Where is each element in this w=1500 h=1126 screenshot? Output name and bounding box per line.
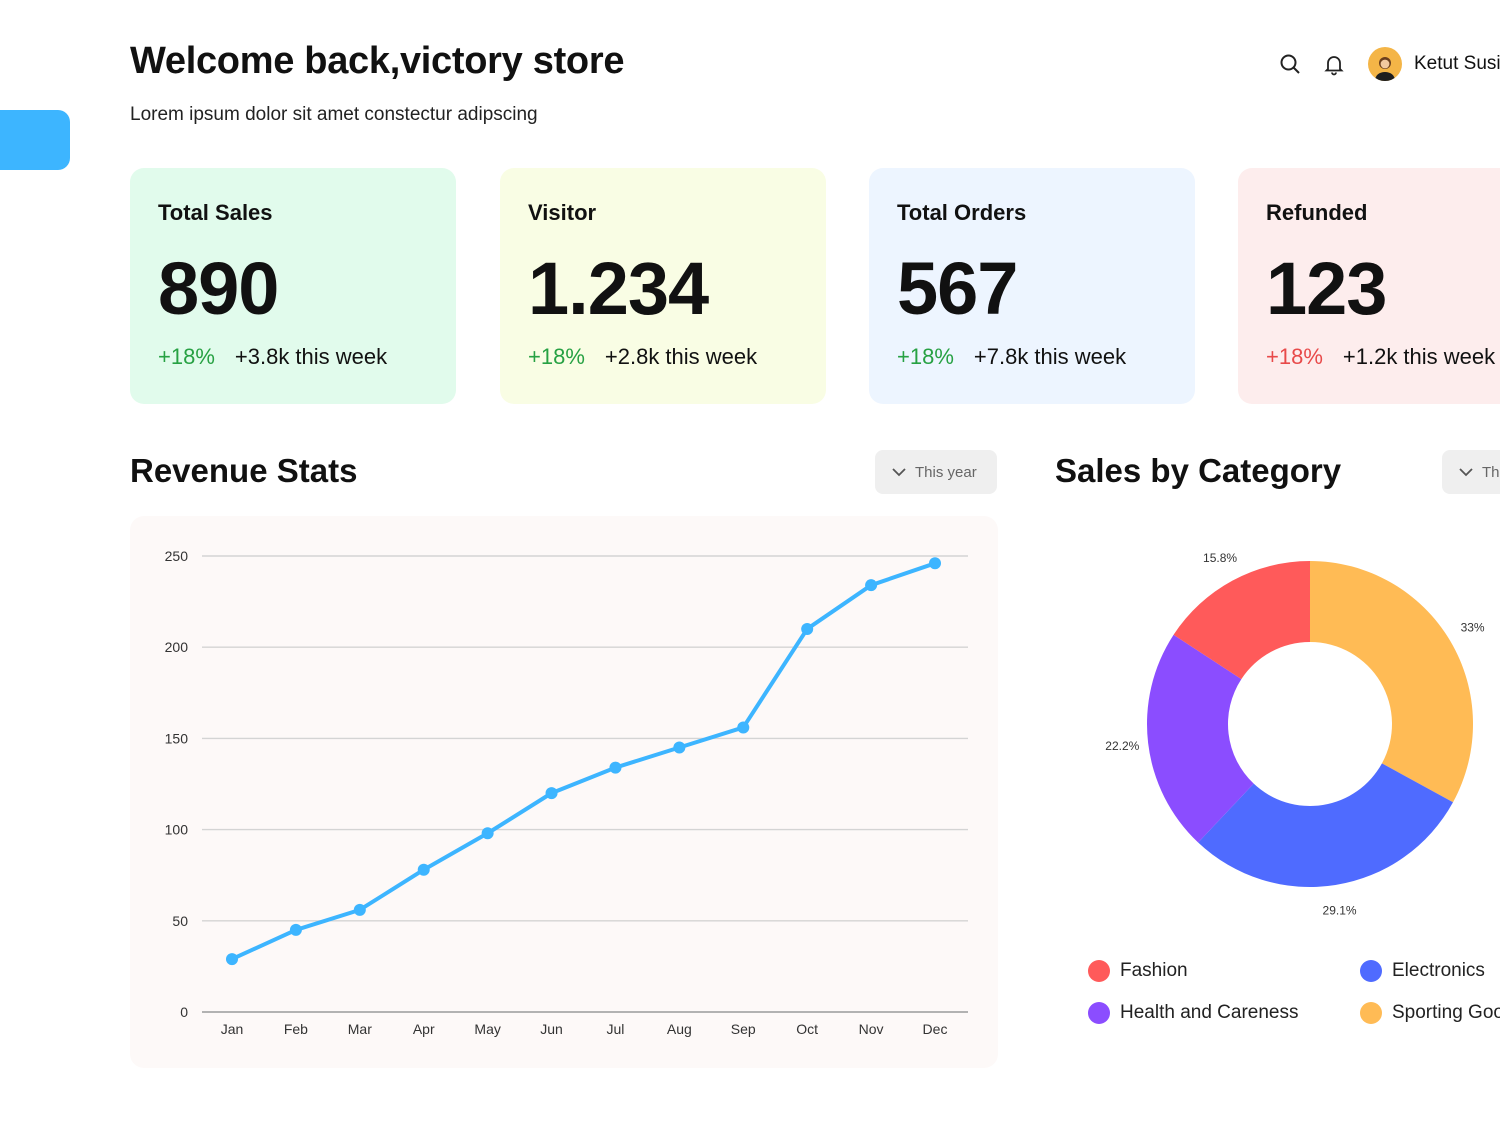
slice-label: 15.8% <box>1203 551 1237 565</box>
stat-card-value: 567 <box>897 247 1018 330</box>
x-tick-label: Feb <box>284 1021 308 1037</box>
page-subtitle: Lorem ipsum dolor sit amet constectur ad… <box>130 104 538 125</box>
sales-by-category-title: Sales by Category <box>1055 452 1342 489</box>
x-tick-label: Oct <box>796 1021 818 1037</box>
x-tick-label: Jul <box>607 1021 625 1037</box>
data-point[interactable] <box>673 741 686 754</box>
data-point[interactable] <box>545 787 558 800</box>
legend-swatch <box>1360 1002 1382 1024</box>
donut-slice[interactable] <box>1147 634 1254 843</box>
category-donut-chart-wrap: 33% 29.1% 22.2% 15.8% <box>1060 520 1500 940</box>
stat-card-percent: +18% <box>897 344 954 369</box>
data-point[interactable] <box>289 923 302 936</box>
legend-label: Fashion <box>1120 960 1188 981</box>
category-period-label: This year <box>1482 463 1500 481</box>
data-point[interactable] <box>609 761 622 774</box>
x-tick-label: Nov <box>859 1021 884 1037</box>
x-tick-label: May <box>474 1021 500 1037</box>
legend-label: Health and Careness <box>1120 1002 1299 1023</box>
legend-item[interactable]: Sporting Goods <box>1360 1002 1500 1024</box>
donut-slice[interactable] <box>1198 763 1454 887</box>
chevron-down-icon <box>892 468 906 477</box>
x-tick-label: Dec <box>923 1021 948 1037</box>
stat-card-percent: +18% <box>528 344 585 369</box>
revenue-period-dropdown[interactable]: This year <box>875 450 997 494</box>
stat-card-value: 1.234 <box>528 247 709 330</box>
y-tick-label: 0 <box>180 1004 188 1020</box>
stat-card-title: Total Sales <box>158 200 273 225</box>
stat-card-week: +7.8k this week <box>973 344 1127 369</box>
y-tick-label: 250 <box>165 548 189 564</box>
slice-label: 29.1% <box>1323 904 1357 918</box>
stat-card-meta: +18% +7.8k this week <box>897 344 1126 370</box>
x-tick-label: Aug <box>667 1021 692 1037</box>
notifications-button[interactable] <box>1314 44 1354 84</box>
y-tick-label: 200 <box>165 639 189 655</box>
data-point[interactable] <box>865 579 878 592</box>
data-point[interactable] <box>226 953 238 966</box>
stat-card-title: Visitor <box>528 200 597 225</box>
legend-swatch <box>1360 960 1382 982</box>
legend-swatch <box>1088 960 1110 982</box>
stat-card-meta: +18% +3.8k this week <box>158 344 387 370</box>
stat-card-week: +1.2k this week <box>1342 344 1496 369</box>
donut-slice[interactable] <box>1310 561 1473 803</box>
donut-slice[interactable] <box>1173 561 1310 680</box>
revenue-stats-title: Revenue Stats <box>130 452 358 489</box>
stat-card-meta: +18% +2.8k this week <box>528 344 757 370</box>
legend-item[interactable]: Fashion <box>1088 960 1188 982</box>
legend-item[interactable]: Health and Careness <box>1088 1002 1299 1024</box>
y-tick-label: 150 <box>165 730 189 746</box>
search-button[interactable] <box>1270 44 1310 84</box>
stat-card[interactable]: Total Orders 567 +18% +7.8k this week <box>869 168 1195 404</box>
top-bar: Ketut Susi <box>1270 44 1500 84</box>
stat-card-percent: +18% <box>158 344 215 369</box>
slice-label: 22.2% <box>1105 739 1139 753</box>
x-tick-label: Jun <box>540 1021 563 1037</box>
page-title: Welcome back,victory store <box>130 40 625 82</box>
x-tick-label: Sep <box>731 1021 756 1037</box>
stat-card[interactable]: Refunded 123 +18% +1.2k this week <box>1238 168 1500 404</box>
stat-card-percent: +18% <box>1266 344 1323 369</box>
revenue-line-chart: 0 50 100 150 200 250 Jan Feb Mar Apr May Jun Jul Aug S… <box>165 548 968 1037</box>
stat-card-meta: +18% +1.2k this week <box>1266 344 1495 370</box>
legend-swatch <box>1088 1002 1110 1024</box>
category-period-dropdown[interactable]: This year <box>1442 450 1500 494</box>
data-point[interactable] <box>353 903 366 916</box>
data-point[interactable] <box>929 557 941 570</box>
chevron-down-icon <box>1459 468 1473 477</box>
stat-card-title: Total Orders <box>897 200 1027 225</box>
y-tick-label: 100 <box>165 822 189 838</box>
stat-card[interactable]: Visitor 1.234 +18% +2.8k this week <box>500 168 826 404</box>
stat-card-week: +3.8k this week <box>234 344 388 369</box>
legend-item[interactable]: Electronics <box>1360 960 1485 982</box>
avatar[interactable] <box>1368 47 1402 81</box>
sidebar-active-tab[interactable] <box>0 110 70 170</box>
revenue-chart-panel: 0 50 100 150 200 250 Jan Feb Mar Apr May Jun Jul Aug S… <box>130 516 998 1068</box>
slice-label: 33% <box>1461 621 1485 635</box>
y-tick-label: 50 <box>172 913 188 929</box>
x-tick-label: Apr <box>413 1021 435 1037</box>
stat-card-title: Refunded <box>1266 200 1368 225</box>
bell-icon <box>1324 56 1344 76</box>
revenue-period-label: This year <box>915 463 977 481</box>
x-tick-label: Jan <box>221 1021 244 1037</box>
legend-label: Sporting Goods <box>1392 1002 1500 1023</box>
stat-card-value: 890 <box>158 247 279 330</box>
user-name[interactable]: Ketut Susi <box>1414 53 1500 74</box>
x-tick-label: Mar <box>348 1021 372 1037</box>
stat-card-week: +2.8k this week <box>604 344 758 369</box>
revenue-line <box>230 561 937 962</box>
search-icon <box>1280 54 1300 74</box>
data-point[interactable] <box>737 721 750 734</box>
stat-card-value: 123 <box>1266 247 1387 330</box>
data-point[interactable] <box>801 622 814 635</box>
stat-card[interactable]: Total Sales 890 +18% +3.8k this week <box>130 168 456 404</box>
data-point[interactable] <box>417 863 430 876</box>
legend-label: Electronics <box>1392 960 1485 981</box>
category-donut-chart: 33% 29.1% 22.2% 15.8% <box>1105 551 1485 918</box>
user-avatar-icon <box>1375 57 1395 81</box>
data-point[interactable] <box>481 827 494 840</box>
